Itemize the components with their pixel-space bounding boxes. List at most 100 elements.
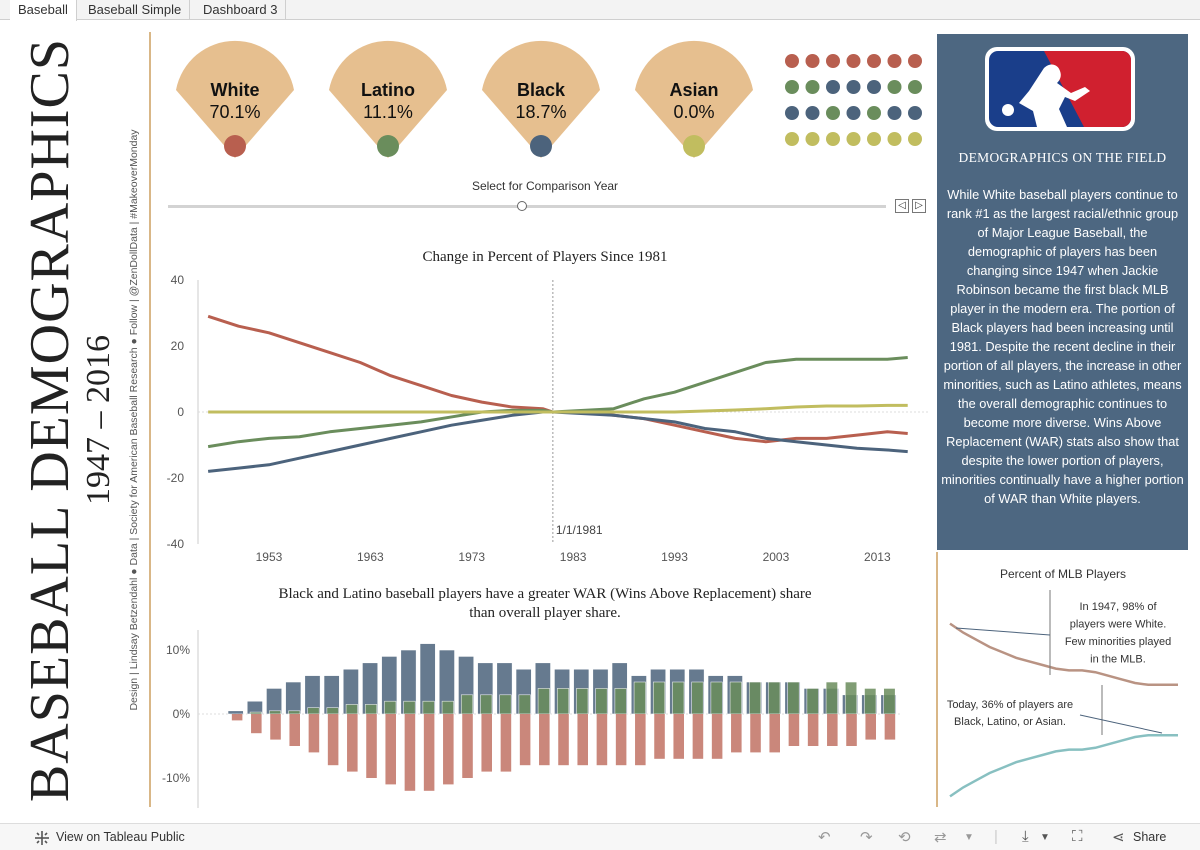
bar-white[interactable] <box>654 714 665 759</box>
bar-white[interactable] <box>596 714 608 766</box>
redo-icon[interactable]: ↷ <box>860 829 873 846</box>
bar-white[interactable] <box>462 714 473 778</box>
bar-white[interactable] <box>500 714 512 772</box>
bar-white[interactable] <box>807 714 819 746</box>
bar-white[interactable] <box>731 714 742 753</box>
bar-black[interactable] <box>266 688 283 715</box>
bar-black[interactable] <box>227 710 244 715</box>
tab-baseball[interactable]: Baseball <box>10 0 77 21</box>
series-line[interactable] <box>207 410 908 473</box>
bar-latino[interactable] <box>787 681 800 715</box>
bar-latino[interactable] <box>883 688 896 715</box>
bar-white[interactable] <box>865 714 876 740</box>
series-line[interactable] <box>207 314 908 444</box>
bar-latino[interactable] <box>460 694 474 715</box>
bar-latino[interactable] <box>441 700 454 715</box>
bar-latino[interactable] <box>633 681 646 715</box>
download-icon[interactable]: ⤓ <box>1022 828 1029 845</box>
bar-white[interactable] <box>750 714 761 753</box>
field-tile-white[interactable]: White 70.1% <box>170 40 310 168</box>
bar-white[interactable] <box>673 714 684 759</box>
bar-latino[interactable] <box>403 700 416 715</box>
bar-white[interactable] <box>327 714 339 766</box>
slider-next-button[interactable]: ▷ <box>912 199 926 213</box>
bar-white[interactable] <box>347 714 358 772</box>
series-line[interactable] <box>949 733 1178 798</box>
bar-white[interactable] <box>443 714 454 785</box>
bar-latino[interactable] <box>345 704 358 715</box>
revert-icon[interactable]: ⟲ <box>898 829 911 846</box>
share-icon[interactable]: ⋖ <box>1112 829 1125 846</box>
bar-white[interactable] <box>481 714 492 772</box>
percent-players-mini-chart[interactable]: Percent of MLB Players In 1947, 98% of pla… <box>940 560 1190 810</box>
bar-latino[interactable] <box>537 688 550 715</box>
bar-white[interactable] <box>289 714 300 746</box>
bar-white[interactable] <box>692 714 704 759</box>
bar-white[interactable] <box>404 714 416 791</box>
field-tile-asian[interactable]: Asian 0.0% <box>629 40 769 168</box>
bar-white[interactable] <box>615 714 627 766</box>
bar-latino[interactable] <box>652 681 666 715</box>
bar-white[interactable] <box>423 714 435 791</box>
bar-latino[interactable] <box>268 710 282 715</box>
bar-white[interactable] <box>788 714 800 746</box>
bar-white[interactable] <box>769 714 780 753</box>
slider-prev-button[interactable]: ◁ <box>895 199 909 213</box>
bar-latino[interactable] <box>691 681 704 715</box>
bar-white[interactable] <box>270 714 281 740</box>
bar-black[interactable] <box>285 681 302 715</box>
chevron-down-icon[interactable]: ▼ <box>1040 832 1050 843</box>
bar-latino[interactable] <box>422 700 435 715</box>
bar-latino[interactable] <box>768 681 781 715</box>
bar-latino[interactable] <box>710 681 723 715</box>
bar-latino[interactable] <box>844 681 858 715</box>
bar-latino[interactable] <box>729 681 742 715</box>
tab-dashboard-3[interactable]: Dashboard 3 <box>195 0 287 20</box>
bar-white[interactable] <box>385 714 396 785</box>
bar-white[interactable] <box>635 714 646 766</box>
bar-white[interactable] <box>539 714 550 766</box>
bar-latino[interactable] <box>288 710 301 715</box>
bar-latino[interactable] <box>825 681 838 715</box>
bar-latino[interactable] <box>249 711 262 715</box>
change-line-chart[interactable]: 1/1/1981 40 20 0 -20 -40 1953 1963 1973 1983 1993 2… <box>160 272 930 572</box>
bar-white[interactable] <box>558 714 569 766</box>
bar-latino[interactable] <box>364 704 378 715</box>
bar-latino[interactable] <box>499 694 512 715</box>
bar-white[interactable] <box>251 714 262 734</box>
bar-latino[interactable] <box>307 707 320 715</box>
bar-latino[interactable] <box>576 688 589 715</box>
comparison-year-slider[interactable] <box>168 205 886 208</box>
bar-white[interactable] <box>884 714 896 740</box>
bar-white[interactable] <box>827 714 838 746</box>
bar-latino[interactable] <box>614 688 627 715</box>
fullscreen-icon[interactable]: ⛶ <box>1072 828 1083 845</box>
bar-white[interactable] <box>231 714 243 721</box>
bar-latino[interactable] <box>806 688 819 715</box>
bar-latino[interactable] <box>518 694 531 715</box>
bar-white[interactable] <box>846 714 857 746</box>
bar-white[interactable] <box>577 714 588 766</box>
bar-latino[interactable] <box>595 688 608 715</box>
field-tile-black[interactable]: Black 18.7% <box>476 40 616 168</box>
bar-latino[interactable] <box>326 707 339 715</box>
view-on-tableau-link[interactable]: View on Tableau Public <box>56 830 185 844</box>
field-tile-latino[interactable]: Latino 11.1% <box>323 40 463 168</box>
series-line[interactable] <box>949 622 1178 687</box>
series-line[interactable] <box>207 356 908 449</box>
bar-white[interactable] <box>711 714 723 759</box>
bar-latino[interactable] <box>864 688 877 715</box>
slider-thumb[interactable] <box>517 201 527 211</box>
share-button[interactable]: Share <box>1133 830 1167 844</box>
undo-icon[interactable]: ↶ <box>818 829 831 846</box>
bar-white[interactable] <box>366 714 377 778</box>
war-share-bar-chart[interactable]: 10% 0% -10% <box>160 630 930 810</box>
tab-baseball-simple[interactable]: Baseball Simple <box>80 0 191 20</box>
bar-latino[interactable] <box>748 681 762 715</box>
bar-white[interactable] <box>308 714 320 753</box>
refresh-icon[interactable]: ⇄ <box>934 829 947 846</box>
bar-latino[interactable] <box>556 688 570 715</box>
series-line[interactable] <box>208 403 908 414</box>
bar-latino[interactable] <box>672 681 685 715</box>
bar-white[interactable] <box>519 714 531 766</box>
